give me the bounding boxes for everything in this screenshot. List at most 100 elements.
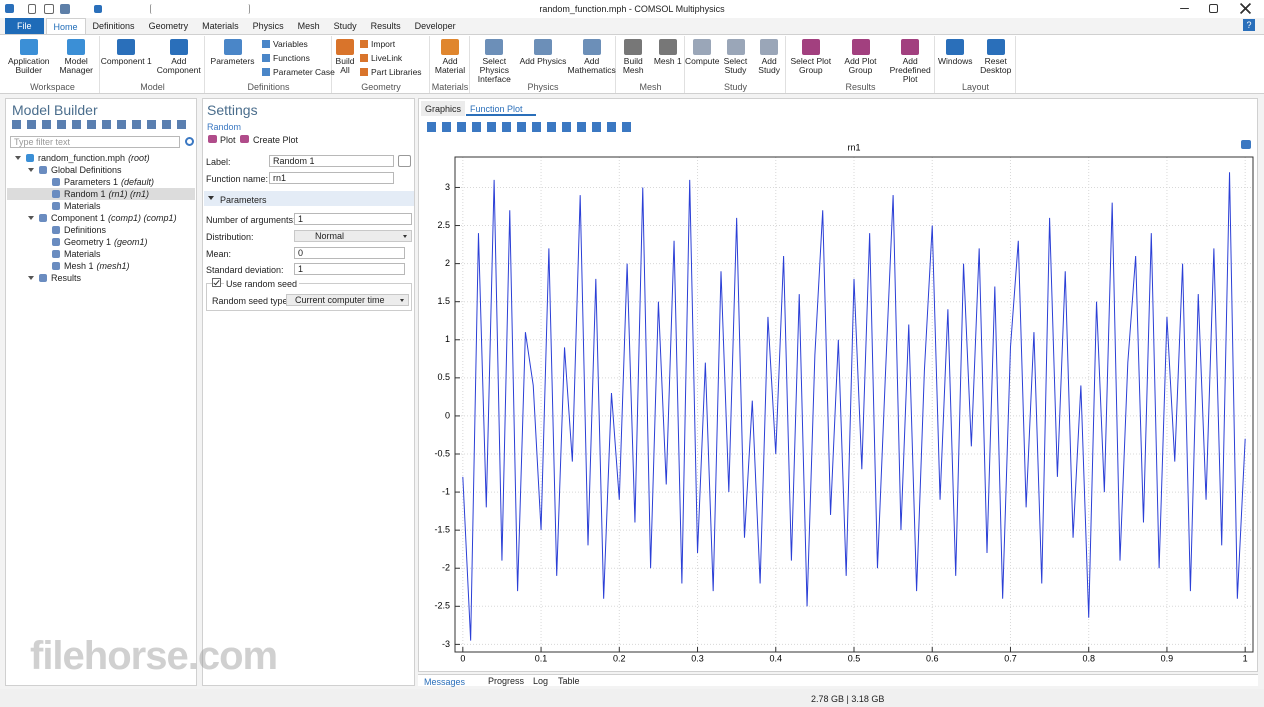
- ribbon-button[interactable]: Application Builder: [7, 56, 50, 75]
- ribbon-button[interactable]: Parameters: [210, 56, 255, 66]
- ribbon-tab[interactable]: Definitions: [92, 21, 135, 31]
- ribbon-button[interactable]: Model Manager: [59, 56, 94, 75]
- tab[interactable]: Table: [558, 676, 580, 686]
- tree-label[interactable]: Materials: [64, 201, 101, 211]
- tree-label[interactable]: Definitions: [64, 225, 107, 235]
- ribbon-button[interactable]: Windows: [938, 56, 973, 66]
- tab-active[interactable]: Function Plot: [466, 101, 536, 116]
- ribbon-button[interactable]: Reset Desktop: [980, 56, 1012, 75]
- tab-active[interactable]: Messages: [424, 677, 466, 687]
- create-plot-button[interactable]: Create Plot: [253, 135, 299, 145]
- qa-tools[interactable]: [150, 4, 250, 14]
- ribbon-button[interactable]: Mesh 1: [653, 56, 682, 66]
- tree-caret[interactable]: [28, 276, 34, 280]
- qa-open[interactable]: [44, 4, 54, 14]
- tab[interactable]: Log: [533, 676, 549, 686]
- seed-select[interactable]: Current computer time: [286, 294, 409, 306]
- ribbon-button[interactable]: Add Material: [434, 56, 466, 75]
- ribbon-button[interactable]: Build All: [335, 56, 355, 75]
- seed-checkbox[interactable]: [212, 278, 221, 287]
- function-name-input[interactable]: rn1: [269, 172, 394, 184]
- tab[interactable]: Progress: [488, 676, 525, 686]
- export-button[interactable]: [1241, 140, 1251, 149]
- ribbon-button[interactable]: Add Plot Group: [844, 56, 877, 75]
- tree-label[interactable]: Geometry 1: [64, 237, 112, 247]
- ribbon-icon: [801, 39, 820, 55]
- ribbon-tab[interactable]: Materials: [202, 21, 239, 31]
- ribbon-item[interactable]: Part Libraries: [371, 67, 422, 77]
- field-input[interactable]: 1: [294, 213, 412, 225]
- ribbon-button[interactable]: Select Study: [723, 56, 748, 75]
- ribbon-tab[interactable]: Geometry: [148, 21, 189, 31]
- ribbon-tab[interactable]: Physics: [252, 21, 284, 31]
- tab[interactable]: Graphics: [421, 101, 465, 116]
- ribbon-button[interactable]: Add Physics: [519, 56, 567, 66]
- x-tick-label: 0.6: [926, 653, 939, 663]
- plot-toolbar[interactable]: [427, 122, 637, 132]
- tree-label[interactable]: random_function.mph: [38, 153, 126, 163]
- section-title: Parameters: [220, 195, 267, 205]
- ribbon-tab[interactable]: Developer: [414, 21, 456, 31]
- qa-run[interactable]: [94, 5, 102, 13]
- tree-label[interactable]: Parameters 1: [64, 177, 119, 187]
- ribbon-button[interactable]: Add Mathematics: [567, 56, 616, 75]
- ribbon-button[interactable]: Add Component: [156, 56, 201, 75]
- ribbon-tab[interactable]: Mesh: [297, 21, 320, 31]
- group-label: Study: [723, 82, 747, 92]
- section-header[interactable]: [204, 191, 414, 206]
- tree-caret[interactable]: [28, 168, 34, 172]
- ribbon-button[interactable]: Add Study: [758, 56, 781, 75]
- ribbon-tab[interactable]: Results: [370, 21, 401, 31]
- help-button[interactable]: ?: [1243, 19, 1255, 31]
- ribbon-button[interactable]: Select Physics Interface: [477, 56, 511, 84]
- filter-box[interactable]: Type filter text: [10, 136, 180, 148]
- label-input[interactable]: Random 1: [269, 155, 394, 167]
- plot-button[interactable]: Plot: [220, 135, 236, 145]
- section-caret: [208, 196, 214, 200]
- tree-toolbar[interactable]: [12, 120, 187, 129]
- ribbon-item[interactable]: Parameter Case: [273, 67, 335, 77]
- ribbon-button[interactable]: Build Mesh: [622, 56, 644, 75]
- tree-tag: (comp1) (comp1): [108, 213, 177, 223]
- distribution-select[interactable]: Normal: [294, 230, 412, 242]
- ribbon-button[interactable]: Select Plot Group: [790, 56, 832, 75]
- memory-status: 2.78 GB | 3.18 GB: [811, 694, 885, 704]
- field-label: Number of arguments:: [206, 215, 296, 225]
- tree-label[interactable]: Results: [51, 273, 82, 283]
- label-button[interactable]: [398, 155, 411, 167]
- ribbon-icon: [582, 39, 601, 55]
- close[interactable]: [1240, 3, 1251, 14]
- ribbon-tab[interactable]: Home: [45, 18, 86, 34]
- qa-save[interactable]: [60, 4, 70, 14]
- ribbon-group: Physics Select Physics Interface Add Physi…: [470, 36, 616, 93]
- minimize[interactable]: [1180, 8, 1189, 9]
- ribbon-item[interactable]: Variables: [273, 39, 308, 49]
- tree-label[interactable]: Materials: [64, 249, 101, 259]
- ribbon-group: Results Select Plot Group Add Plot Group Ad…: [786, 36, 935, 93]
- file-tab[interactable]: File: [5, 18, 44, 34]
- dropdown-arrow: [400, 299, 404, 302]
- ribbon-button[interactable]: Add Predefined Plot: [889, 56, 931, 84]
- ribbon-button[interactable]: Compute: [685, 56, 720, 66]
- tree-caret[interactable]: [15, 156, 21, 160]
- tree-caret[interactable]: [28, 216, 34, 220]
- tree-label[interactable]: Component 1: [51, 213, 106, 223]
- ribbon-item[interactable]: LiveLink: [371, 53, 403, 63]
- ribbon-button[interactable]: Component 1: [100, 56, 152, 66]
- ribbon-tab[interactable]: Study: [333, 21, 357, 31]
- tree-label[interactable]: Random 1: [64, 189, 106, 199]
- settings-panel: Settings Random Plot Create Plot Label: …: [202, 98, 415, 686]
- maximize[interactable]: [1209, 4, 1218, 13]
- qa-new[interactable]: [28, 4, 36, 14]
- group-label: Results: [845, 82, 876, 92]
- refresh[interactable]: [185, 137, 194, 146]
- ribbon-item[interactable]: Functions: [273, 53, 310, 63]
- ribbon-item[interactable]: Import: [371, 39, 396, 49]
- y-tick-label: -3: [442, 639, 450, 649]
- ribbon-icon: [986, 39, 1005, 55]
- tree-label[interactable]: Mesh 1: [64, 261, 94, 271]
- field-input[interactable]: 0: [294, 247, 405, 259]
- tree-label[interactable]: Global Definitions: [51, 165, 122, 175]
- field-input[interactable]: 1: [294, 263, 405, 275]
